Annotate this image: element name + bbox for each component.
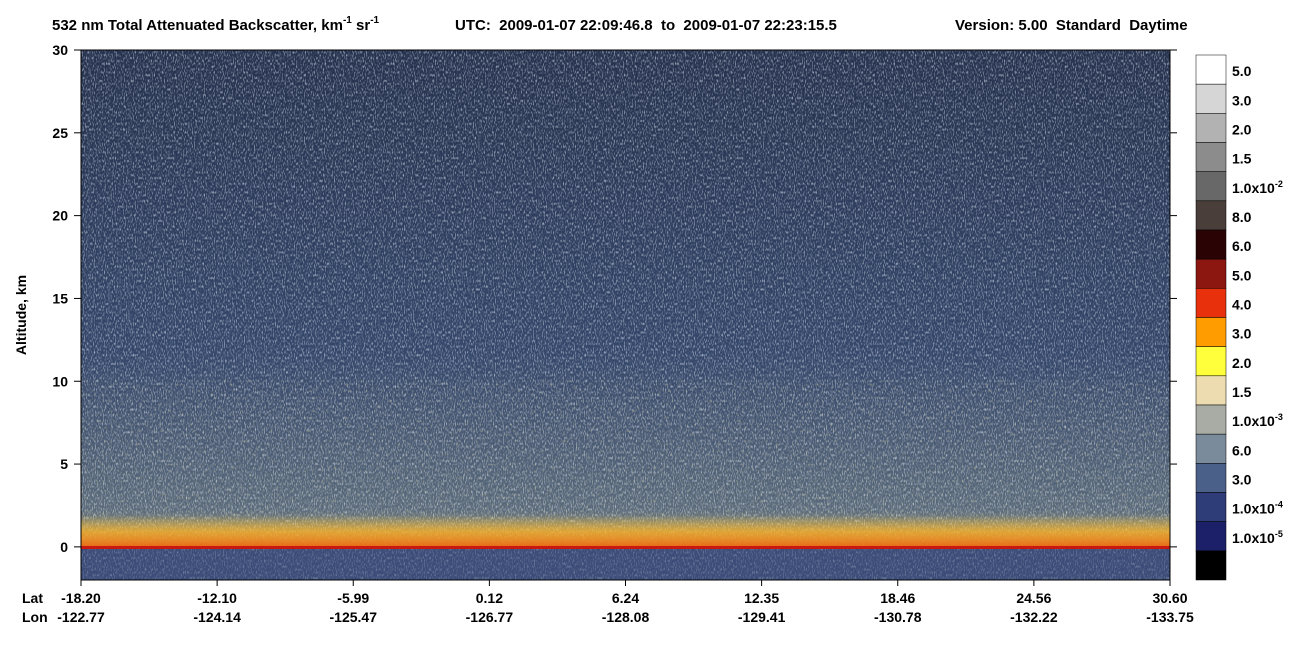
colorbar-label-exponent: -2 <box>1275 179 1283 189</box>
colorbar-swatch <box>1195 229 1227 260</box>
colorbar-label: 2.0 <box>1232 355 1252 371</box>
y-axis-label: Altitude, km <box>13 275 29 355</box>
colorbar-label: 5.0 <box>1232 63 1252 79</box>
lat-tick-label: 18.46 <box>880 590 915 606</box>
y-tick-label: 5 <box>60 456 68 472</box>
lon-tick-label: -125.47 <box>330 609 378 625</box>
colorbar-label: 5.0 <box>1232 267 1252 283</box>
colorbar-swatch <box>1195 492 1227 522</box>
x-row-label: Lon <box>22 609 48 625</box>
colorbar-swatch <box>1195 200 1227 231</box>
colorbar-label: 3.0 <box>1232 472 1252 488</box>
colorbar-label: 1.0x10-4 <box>1232 500 1283 517</box>
colorbar-label: 6.0 <box>1232 442 1252 458</box>
backscatter-image <box>81 50 1170 580</box>
y-tick-label: 10 <box>52 373 68 389</box>
lat-tick-label: -5.99 <box>337 590 369 606</box>
lon-tick-label: -129.41 <box>738 609 786 625</box>
colorbar-swatch <box>1195 142 1227 172</box>
colorbar-label-base: 1.0x10 <box>1232 413 1275 429</box>
colorbar-label: 4.0 <box>1232 297 1252 313</box>
colorbar-label-base: 1.0x10 <box>1232 180 1275 196</box>
colorbar-swatch <box>1195 258 1227 289</box>
lat-tick-label: 0.12 <box>476 590 503 606</box>
colorbar-label-base: 1.0x10 <box>1232 501 1275 517</box>
x-row-label: Lat <box>22 590 43 606</box>
colorbar-label: 1.0x10-3 <box>1232 412 1283 429</box>
lat-tick-label: 12.35 <box>744 590 779 606</box>
colorbar-swatch <box>1195 171 1227 202</box>
colorbar-label: 8.0 <box>1232 209 1252 225</box>
y-tick-label: 30 <box>52 42 68 58</box>
colorbar-label: 2.0 <box>1232 122 1252 138</box>
y-tick-label: 15 <box>52 290 68 306</box>
lat-tick-label: -12.10 <box>197 590 237 606</box>
lon-tick-label: -133.75 <box>1146 609 1194 625</box>
chart-title: 532 nm Total Attenuated Backscatter, km-… <box>52 15 380 34</box>
colorbar-swatch <box>1195 288 1227 318</box>
colorbar-swatch <box>1195 317 1227 347</box>
y-tick-label: 20 <box>52 208 68 224</box>
colorbar-swatch <box>1195 521 1227 552</box>
y-tick-label: 0 <box>60 539 68 555</box>
colorbar-label: 3.0 <box>1232 326 1252 342</box>
colorbar-label-exponent: -5 <box>1275 529 1283 539</box>
colorbar-swatch <box>1195 346 1227 377</box>
lon-tick-label: -132.22 <box>1010 609 1058 625</box>
title-text: 532 nm Total Attenuated Backscatter, km <box>52 17 343 34</box>
colorbar-label-exponent: -3 <box>1275 412 1283 422</box>
title-exponent: -1 <box>370 15 379 26</box>
chart-subtitle: UTC: 2009-01-07 22:09:46.8 to 2009-01-07… <box>455 17 837 34</box>
title-exponent: -1 <box>343 15 352 26</box>
lon-tick-label: -122.77 <box>57 609 105 625</box>
lat-tick-label: 6.24 <box>612 590 639 606</box>
lon-tick-label: -130.78 <box>874 609 922 625</box>
colorbar-swatch <box>1195 463 1227 493</box>
lon-tick-label: -124.14 <box>193 609 241 625</box>
colorbar-swatch <box>1195 433 1227 464</box>
colorbar-label: 1.5 <box>1232 384 1252 400</box>
lon-tick-label: -128.08 <box>602 609 650 625</box>
colorbar-swatch <box>1195 550 1227 581</box>
colorbar-swatch <box>1195 375 1227 406</box>
colorbar-swatch <box>1195 83 1227 114</box>
lat-tick-label: 30.60 <box>1152 590 1187 606</box>
colorbar-label: 1.5 <box>1232 151 1252 167</box>
colorbar-label-exponent: -4 <box>1275 500 1283 510</box>
lat-tick-label: 24.56 <box>1016 590 1051 606</box>
colorbar-swatch <box>1195 54 1227 85</box>
colorbar-label: 3.0 <box>1232 92 1252 108</box>
lat-tick-label: -18.20 <box>61 590 101 606</box>
colorbar-label-base: 1.0x10 <box>1232 530 1275 546</box>
colorbar-swatch <box>1195 113 1227 143</box>
colorbar-label: 1.0x10-5 <box>1232 529 1283 546</box>
y-tick-label: 25 <box>52 125 68 141</box>
colorbar-label: 1.0x10-2 <box>1232 179 1283 196</box>
colorbar-swatch <box>1195 404 1227 435</box>
lon-tick-label: -126.77 <box>466 609 514 625</box>
version-label: Version: 5.00 Standard Daytime <box>955 17 1188 34</box>
title-text: sr <box>352 17 371 34</box>
colorbar-label: 6.0 <box>1232 238 1252 254</box>
